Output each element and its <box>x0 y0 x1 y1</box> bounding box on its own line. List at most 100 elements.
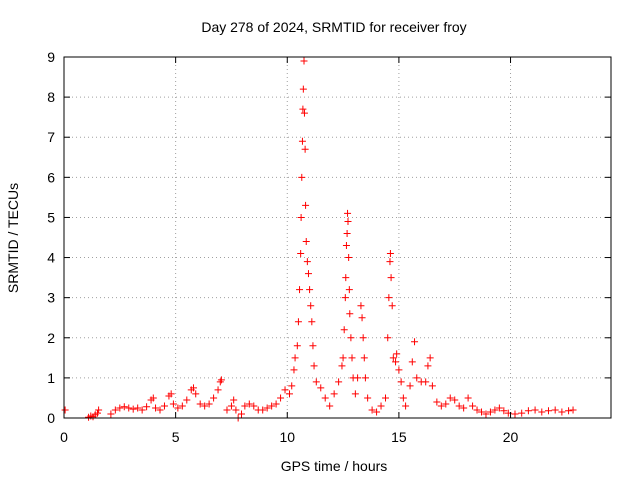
data-point <box>307 302 315 310</box>
data-point <box>302 238 310 246</box>
data-point <box>149 394 157 402</box>
data-point <box>183 396 191 404</box>
data-point <box>411 338 419 346</box>
data-point <box>297 213 305 221</box>
data-point <box>373 408 381 416</box>
x-tick-label: 15 <box>391 429 407 445</box>
x-tick-label: 20 <box>503 429 519 445</box>
data-point <box>317 384 325 392</box>
data-point <box>473 406 481 414</box>
data-point <box>395 366 403 374</box>
data-point <box>245 400 253 408</box>
data-point <box>272 400 280 408</box>
data-point <box>300 57 308 65</box>
data-point <box>377 402 385 410</box>
data-point <box>524 407 532 415</box>
data-point <box>387 274 395 282</box>
data-point <box>341 294 349 302</box>
data-point <box>134 404 142 412</box>
data-point <box>196 400 204 408</box>
data-point <box>437 402 445 410</box>
data-point <box>291 354 299 362</box>
data-point <box>342 274 350 282</box>
data-point <box>347 334 355 342</box>
x-axis-label: GPS time / hours <box>281 458 388 474</box>
x-tick-label: 5 <box>172 429 180 445</box>
data-point <box>388 302 396 310</box>
y-tick-label: 5 <box>47 209 55 225</box>
data-point <box>308 318 316 326</box>
data-point <box>268 402 276 410</box>
tick-labels: 0 5 10 15 20 0 1 2 3 4 5 6 7 8 9 <box>47 49 518 445</box>
data-point <box>359 334 367 342</box>
data-point <box>321 394 329 402</box>
data-point <box>298 173 306 181</box>
data-point <box>178 402 186 410</box>
data-point <box>364 394 372 402</box>
data-point <box>300 109 308 117</box>
data-point <box>339 354 347 362</box>
data-point <box>544 407 552 415</box>
data-point <box>152 404 160 412</box>
data-point <box>263 404 271 412</box>
y-tick-label: 1 <box>47 370 55 386</box>
data-point <box>299 105 307 113</box>
data-point <box>406 382 414 390</box>
data-point <box>399 394 407 402</box>
data-point <box>384 334 392 342</box>
data-point <box>340 326 348 334</box>
y-tick-label: 8 <box>47 89 55 105</box>
data-point <box>358 314 366 322</box>
data-point <box>223 406 231 414</box>
y-tick-label: 2 <box>47 330 55 346</box>
data-point <box>518 409 526 417</box>
data-point <box>386 258 394 266</box>
data-point <box>511 410 519 418</box>
data-point <box>156 406 164 414</box>
data-point <box>285 390 293 398</box>
y-tick-label: 7 <box>47 129 55 145</box>
data-point <box>217 376 225 384</box>
data-point <box>338 362 346 370</box>
data-point <box>385 294 393 302</box>
data-point <box>428 382 436 390</box>
data-point <box>95 406 103 414</box>
data-point <box>120 403 128 411</box>
data-point <box>116 404 124 412</box>
data-point <box>174 404 182 412</box>
data-point <box>413 374 421 382</box>
data-point <box>397 378 405 386</box>
data-point <box>344 209 352 217</box>
data-point <box>309 342 317 350</box>
data-point <box>551 406 559 414</box>
data-point <box>446 394 454 402</box>
data-point <box>335 378 343 386</box>
y-axis-label: SRMTID / TECUs <box>5 183 21 293</box>
data-point <box>312 378 320 386</box>
data-point <box>250 402 258 410</box>
data-point <box>486 408 494 416</box>
y-tick-label: 4 <box>47 250 55 266</box>
data-point <box>491 406 499 414</box>
data-point <box>306 286 314 294</box>
data-point <box>290 366 298 374</box>
data-point <box>293 342 301 350</box>
x-tick-label: 0 <box>60 429 68 445</box>
axis-ticks <box>63 56 611 419</box>
data-point <box>382 394 390 402</box>
data-point <box>351 390 359 398</box>
data-point <box>230 396 238 404</box>
data-point <box>558 408 566 416</box>
data-point <box>232 406 240 414</box>
data-point <box>342 242 350 250</box>
data-point <box>345 254 353 262</box>
data-point <box>297 250 305 258</box>
data-point <box>478 408 486 416</box>
data-point <box>205 400 213 408</box>
data-point <box>344 217 352 225</box>
data-point <box>469 402 477 410</box>
data-point <box>330 390 338 398</box>
data-point <box>345 286 353 294</box>
data-point <box>422 378 430 386</box>
